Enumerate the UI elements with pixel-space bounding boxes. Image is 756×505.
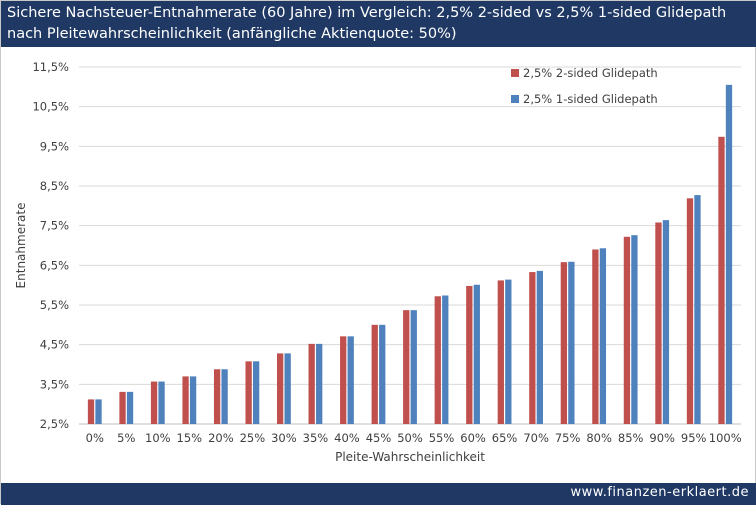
x-tick-label: 45%	[366, 431, 392, 445]
y-tick-label: 8,5%	[40, 179, 69, 193]
bar-1-sided-5pct	[126, 391, 134, 424]
x-tick-label: 5%	[117, 431, 135, 445]
footer-bar: www.finanzen-erklaert.de	[1, 483, 756, 505]
bar-1-sided-25pct	[252, 361, 260, 424]
y-tick-label: 3,5%	[40, 377, 69, 391]
x-tick-label: 15%	[177, 431, 203, 445]
y-tick-label: 4,5%	[40, 338, 69, 352]
bar-1-sided-15pct	[189, 376, 197, 424]
bar-2-sided-0pct	[87, 399, 95, 424]
y-tick-label: 7,5%	[40, 219, 69, 233]
chart-title-line-1: Sichere Nachsteuer-Entnahmerate (60 Jahr…	[7, 5, 727, 21]
x-tick-label: 10%	[145, 431, 171, 445]
bar-1-sided-80pct	[599, 248, 607, 424]
bar-chart: Entnahmerate Pleite-Wahrscheinlichkeit 2…	[14, 60, 742, 464]
bar-2-sided-90pct	[655, 222, 662, 424]
legend-label: 2,5% 1-sided Glidepath	[523, 92, 658, 106]
bar-2-sided-45pct	[371, 324, 378, 424]
x-tick-label: 20%	[208, 431, 234, 445]
x-tick-label: 40%	[334, 431, 360, 445]
x-tick-label: 25%	[240, 431, 266, 445]
bar-1-sided-75pct	[568, 261, 575, 424]
bar-2-sided-85pct	[623, 236, 631, 424]
bar-2-sided-50pct	[403, 310, 410, 424]
bar-2-sided-60pct	[466, 285, 473, 424]
bar-1-sided-0pct	[95, 399, 102, 424]
bar-2-sided-75pct	[560, 262, 568, 424]
bar-1-sided-90pct	[662, 220, 670, 424]
bar-1-sided-40pct	[347, 336, 354, 424]
x-tick-label: 55%	[429, 431, 455, 445]
bar-1-sided-50pct	[410, 310, 417, 424]
chart-title-line-2: nach Pleitewahrscheinlichkeit (anfänglic…	[7, 26, 457, 42]
legend-label: 2,5% 2-sided Glidepath	[523, 66, 658, 80]
legend-swatch	[511, 69, 519, 77]
bar-2-sided-10pct	[150, 381, 158, 424]
y-tick-label: 10,5%	[32, 100, 69, 114]
bar-2-sided-80pct	[592, 249, 599, 424]
bar-2-sided-100pct	[718, 136, 725, 424]
bar-1-sided-30pct	[284, 353, 291, 424]
y-tick-label: 9,5%	[40, 139, 69, 153]
x-tick-label: 100%	[709, 431, 742, 445]
bar-2-sided-65pct	[497, 280, 504, 424]
x-tick-label: 60%	[460, 431, 486, 445]
x-tick-label: 0%	[86, 431, 104, 445]
x-tick-label: 65%	[492, 431, 518, 445]
bar-1-sided-60pct	[473, 284, 480, 424]
chart-title-bar: Sichere Nachsteuer-Entnahmerate (60 Jahr…	[1, 1, 756, 47]
y-axis-title: Entnahmerate	[14, 203, 28, 289]
y-tick-label: 6,5%	[40, 258, 69, 272]
bar-1-sided-100pct	[725, 84, 733, 424]
bar-1-sided-65pct	[505, 279, 512, 424]
bar-2-sided-25pct	[245, 361, 252, 424]
bar-1-sided-10pct	[158, 381, 165, 424]
bar-1-sided-95pct	[694, 195, 701, 424]
bar-2-sided-20pct	[213, 369, 221, 424]
bar-2-sided-30pct	[277, 353, 284, 424]
x-tick-label: 70%	[523, 431, 549, 445]
bar-2-sided-15pct	[182, 376, 189, 424]
bar-2-sided-95pct	[686, 198, 694, 424]
x-tick-label: 50%	[397, 431, 423, 445]
x-tick-label: 90%	[649, 431, 675, 445]
bar-1-sided-45pct	[379, 324, 386, 424]
x-tick-label: 75%	[555, 431, 581, 445]
bar-1-sided-55pct	[442, 295, 449, 424]
bar-1-sided-85pct	[631, 235, 638, 424]
bar-1-sided-35pct	[316, 343, 323, 424]
x-tick-label: 85%	[618, 431, 644, 445]
bar-2-sided-70pct	[529, 272, 536, 424]
y-tick-label: 11,5%	[32, 60, 69, 74]
x-tick-label: 80%	[586, 431, 612, 445]
bar-1-sided-20pct	[221, 369, 228, 424]
bar-2-sided-35pct	[308, 343, 315, 424]
x-tick-label: 30%	[271, 431, 297, 445]
x-tick-label: 95%	[681, 431, 707, 445]
legend-swatch	[511, 95, 519, 103]
x-axis-title: Pleite-Wahrscheinlichkeit	[335, 450, 485, 464]
y-tick-label: 5,5%	[40, 298, 69, 312]
legend: 2,5% 2-sided Glidepath 2,5% 1-sided Glide…	[511, 66, 658, 106]
y-tick-label: 2,5%	[40, 417, 69, 431]
bar-2-sided-55pct	[434, 296, 441, 424]
bar-1-sided-70pct	[536, 270, 543, 424]
x-tick-label: 35%	[303, 431, 329, 445]
bar-2-sided-40pct	[340, 336, 347, 424]
website-link[interactable]: www.finanzen-erklaert.de	[570, 485, 749, 500]
bar-2-sided-5pct	[119, 391, 126, 424]
